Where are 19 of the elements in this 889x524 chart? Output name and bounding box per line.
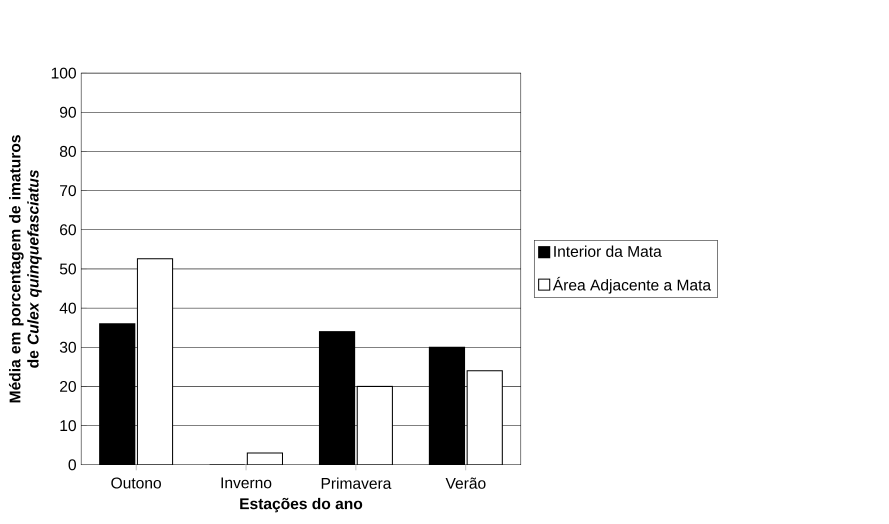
x-axis-title: Estações do ano — [240, 498, 362, 512]
y-tick-label: 50 — [60, 264, 76, 275]
y-tick-label: 60 — [60, 224, 76, 236]
y-tick-label: 10 — [60, 420, 76, 432]
y-tick-label: 70 — [60, 185, 76, 196]
y-tick-label: 0 — [68, 459, 76, 470]
x-tick-label: Verão — [446, 478, 486, 489]
y-tick-label: 30 — [60, 342, 76, 353]
x-tick-label: Inverno — [222, 478, 272, 488]
x-tick-label: Primavera — [322, 478, 392, 489]
bar — [246, 452, 284, 465]
y-tick-label: 80 — [60, 146, 76, 158]
legend-label: Área Adjacente a Mata — [552, 277, 712, 294]
y-tick-label: 40 — [60, 302, 76, 314]
y-tick-label: 100 — [52, 68, 76, 79]
legend-label: Interior da Mata — [554, 246, 662, 258]
y-tick-label: 90 — [60, 106, 76, 118]
y-tick-label: 20 — [60, 381, 76, 392]
x-tick-label: Outono — [111, 478, 161, 489]
